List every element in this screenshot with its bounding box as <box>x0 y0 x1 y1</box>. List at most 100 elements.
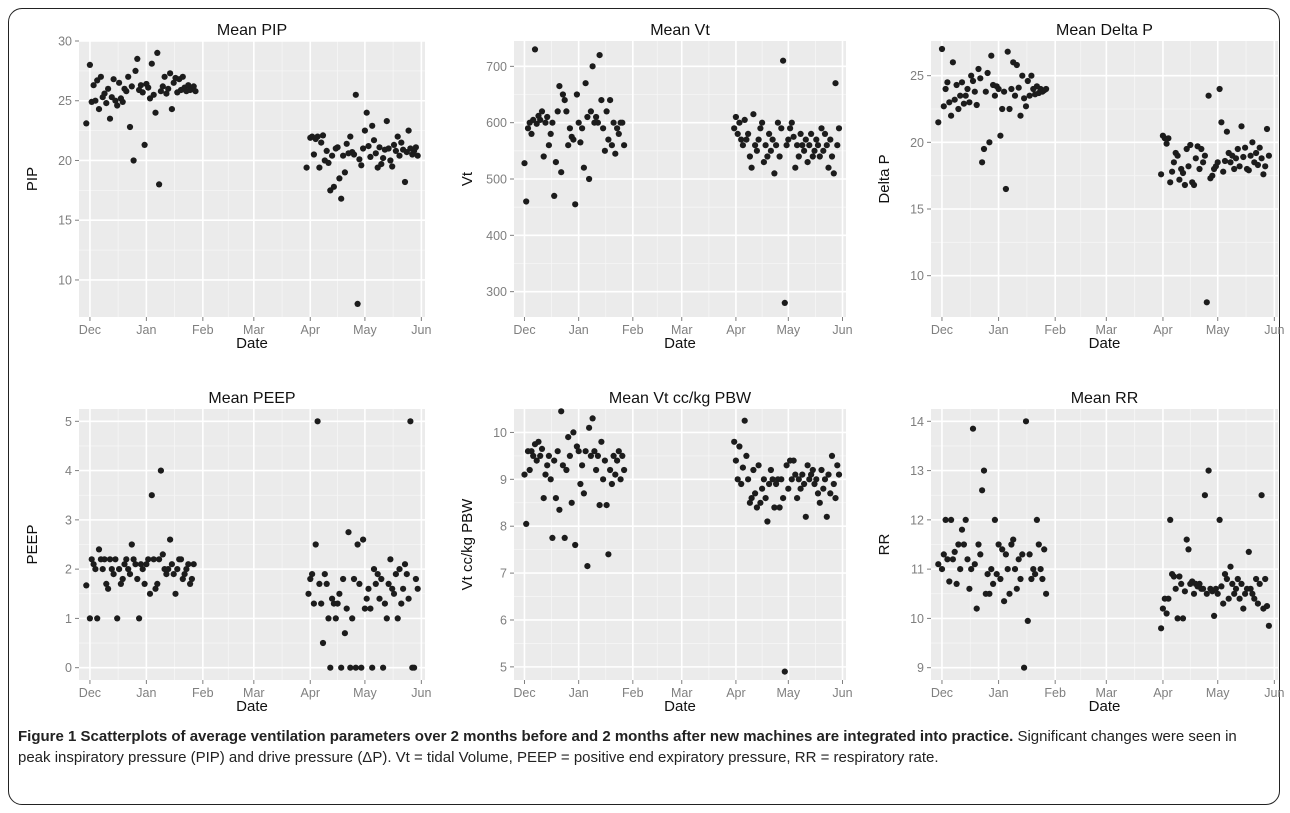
data-point <box>584 113 591 121</box>
data-point <box>1254 161 1261 169</box>
data-point <box>1234 145 1241 153</box>
data-point <box>95 546 103 553</box>
data-point <box>788 476 795 483</box>
data-point <box>535 438 542 445</box>
data-point <box>547 476 554 483</box>
data-point <box>1158 171 1165 178</box>
x-tick-label: Mar <box>243 323 265 337</box>
data-point <box>116 566 123 573</box>
data-point <box>795 476 802 483</box>
data-point <box>601 147 609 154</box>
data-point <box>558 169 565 176</box>
y-tick-label: 15 <box>58 214 72 228</box>
data-point <box>948 112 955 119</box>
data-point <box>559 462 567 469</box>
data-point <box>1256 580 1263 588</box>
data-point <box>327 664 334 671</box>
data-point <box>157 88 164 95</box>
data-point <box>979 159 986 166</box>
data-point <box>1167 179 1174 186</box>
data-point <box>370 137 378 144</box>
data-point <box>1218 119 1225 126</box>
data-point <box>1015 556 1022 563</box>
y-tick-label: 20 <box>58 154 72 168</box>
data-point <box>1242 590 1249 597</box>
data-point <box>808 130 815 137</box>
data-point <box>1032 571 1039 578</box>
data-point <box>586 424 593 431</box>
data-point <box>170 571 177 578</box>
data-point <box>940 103 947 110</box>
data-point <box>982 88 989 95</box>
data-point <box>573 91 581 98</box>
data-point <box>190 83 197 90</box>
data-point <box>141 580 148 588</box>
data-point <box>349 615 356 622</box>
chart-title: Mean Delta P <box>1056 22 1153 39</box>
data-point <box>559 91 567 98</box>
data-point <box>414 152 421 159</box>
data-point <box>605 551 612 558</box>
data-point <box>610 452 617 459</box>
data-point <box>785 485 792 492</box>
y-tick-label: 9 <box>917 661 924 675</box>
data-point <box>748 495 755 502</box>
data-point <box>966 585 973 592</box>
data-point <box>957 92 964 99</box>
data-point <box>1039 575 1046 583</box>
data-point <box>329 152 336 159</box>
data-point <box>389 585 396 592</box>
data-point <box>385 580 392 588</box>
data-point <box>1234 575 1241 583</box>
data-point <box>1024 617 1031 625</box>
data-point <box>1229 580 1236 588</box>
data-point <box>168 106 175 113</box>
data-point <box>802 136 809 143</box>
data-point <box>986 590 993 597</box>
data-point <box>1265 622 1272 629</box>
data-point <box>563 108 570 115</box>
chart-title: Mean PEEP <box>208 390 295 407</box>
x-tick-label: Mar <box>671 323 693 337</box>
data-point <box>354 300 361 307</box>
data-point <box>185 561 192 568</box>
x-tick-label: Jun <box>832 686 852 700</box>
data-point <box>558 408 565 415</box>
data-point <box>356 156 363 163</box>
data-point <box>755 462 762 469</box>
data-point <box>1192 155 1199 162</box>
data-point <box>988 52 995 59</box>
data-point <box>1238 123 1245 130</box>
data-point <box>977 75 984 82</box>
data-point <box>1158 625 1165 632</box>
x-tick-label: Jan <box>136 686 156 700</box>
data-point <box>835 471 843 478</box>
x-tick-label: Apr <box>726 686 745 700</box>
data-point <box>973 101 980 109</box>
data-point <box>995 85 1002 93</box>
data-point <box>347 133 354 140</box>
data-point <box>570 429 577 436</box>
data-point <box>1236 163 1243 170</box>
data-point <box>1249 139 1256 146</box>
chart-title: Mean Vt cc/kg PBW <box>609 390 752 407</box>
data-point <box>832 80 839 87</box>
data-point <box>128 83 135 90</box>
data-point <box>521 471 528 478</box>
x-tick-label: Mar <box>1096 686 1118 700</box>
data-point <box>1218 583 1225 590</box>
data-point <box>745 130 752 137</box>
data-point <box>528 448 535 455</box>
data-point <box>523 520 530 528</box>
data-point <box>1001 598 1008 605</box>
data-point <box>181 571 188 578</box>
data-point <box>540 495 547 502</box>
data-point <box>938 566 946 573</box>
data-point <box>1216 516 1223 524</box>
data-point <box>139 89 146 96</box>
data-point <box>554 108 561 115</box>
plot-background <box>514 409 846 680</box>
data-point <box>383 615 390 622</box>
data-point <box>106 556 114 563</box>
x-tick-label: Jun <box>411 686 431 700</box>
